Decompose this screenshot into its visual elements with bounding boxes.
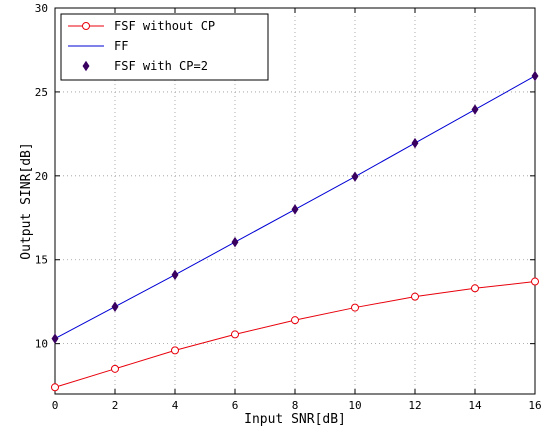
series-3-point	[531, 70, 539, 82]
y-axis-label: Output SINR[dB]	[19, 142, 34, 259]
x-tick-label: 6	[232, 399, 239, 412]
series-3-point	[51, 333, 59, 344]
y-tick-label: 30	[35, 2, 48, 15]
series-1-point	[471, 284, 479, 293]
series-1-point	[531, 277, 539, 286]
series-1-point	[171, 346, 179, 355]
x-tick-label: 2	[112, 399, 119, 412]
x-tick-label: 4	[172, 399, 179, 412]
series-1-point	[411, 292, 419, 301]
series-3-point	[231, 236, 239, 248]
series-3-point	[411, 137, 419, 149]
legend-box	[60, 13, 269, 81]
x-axis-label: Input SNR[dB]	[244, 412, 346, 427]
legend-entry-1: FSF without CP	[68, 19, 215, 33]
series-1-point	[291, 316, 299, 325]
series-3-point	[471, 104, 479, 115]
series-1	[51, 277, 539, 392]
series-1-point	[231, 330, 239, 339]
series-layer	[51, 70, 539, 392]
series-1-point	[351, 303, 359, 312]
legend-label: FF	[114, 39, 128, 53]
y-tick-label: 20	[35, 170, 48, 183]
x-tick-label: 14	[468, 399, 482, 412]
y-tick-label: 15	[35, 254, 48, 267]
legend-entry-3: FSF with CP=2	[82, 59, 208, 73]
legend-marker	[82, 22, 90, 30]
x-tick-label: 8	[292, 399, 299, 412]
series-3-point	[111, 301, 119, 312]
series-3	[51, 70, 539, 344]
series-3-point	[351, 171, 359, 182]
y-axis-ticks: 10 15 20 25 30	[35, 2, 535, 351]
x-tick-label: 0	[52, 399, 59, 412]
series-3-point	[171, 269, 179, 281]
legend-label: FSF without CP	[114, 19, 215, 33]
series-3-point	[291, 204, 299, 215]
legend-label: FSF with CP=2	[114, 59, 208, 73]
x-tick-label: 16	[528, 399, 541, 412]
y-tick-label: 10	[35, 338, 48, 351]
legend-marker	[82, 60, 90, 72]
y-tick-label: 25	[35, 86, 48, 99]
legend-entry-2: FF	[68, 39, 128, 53]
series-1-point	[51, 383, 59, 392]
x-tick-label: 10	[348, 399, 361, 412]
x-tick-label: 12	[408, 399, 421, 412]
legend: FSF without CP FF FSF with CP=2	[60, 13, 269, 81]
series-1-point	[111, 364, 119, 373]
